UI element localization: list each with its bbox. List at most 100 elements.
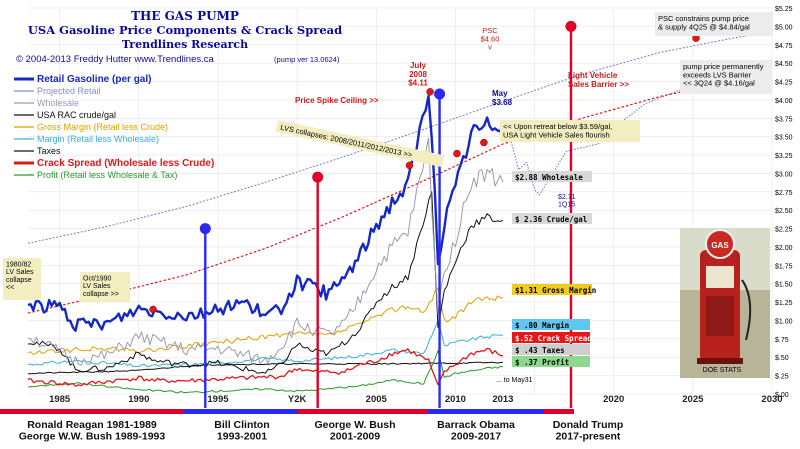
annotation-price-spike: Price Spike Ceiling >> [295, 96, 379, 105]
key-point-marker [405, 161, 414, 170]
annotation-text: << Upon retreat below $3.59/gal, USA Ligh… [503, 122, 612, 139]
president-label: Barrack Obama 2009-2017 [437, 419, 515, 443]
legend-label: Taxes [37, 146, 61, 156]
value-label-box [512, 319, 590, 330]
x-tick-label: Y2K [288, 394, 307, 405]
annotation-text: pump price permanently exceeds LVS Barrie… [683, 62, 764, 88]
value-label-box [512, 171, 592, 182]
y-tick-label: $4.75 [775, 43, 793, 50]
series-profit [27, 350, 503, 394]
x-tick-label: 2013 [492, 394, 513, 405]
pump-gas-sign: GAS [711, 241, 729, 250]
legend-label: Wholesale [37, 98, 79, 108]
y-tick-label: $.50 [775, 355, 789, 362]
y-tick-label: $3.00 [775, 171, 793, 178]
x-tick-label: 2005 [366, 394, 388, 405]
annotation-box [655, 12, 773, 36]
legend-label: Projected Retail [37, 86, 101, 96]
value-label-text: $ .37 Profit [515, 358, 569, 367]
x-tick-label: 1995 [207, 394, 229, 405]
value-label-text: $1.31 Gross Margin [515, 286, 596, 295]
president-term-marker [434, 88, 446, 100]
y-tick-label: $.25 [775, 374, 789, 381]
annotation-lvs-barrier: Light Vehicle Sales Barrier >> [568, 71, 629, 89]
president-band [544, 409, 574, 414]
gas-pump-photo [680, 228, 770, 378]
y-tick-label: $1.75 [775, 263, 793, 270]
annotation-text: PSC constrains pump price & supply 4Q25 @… [658, 14, 750, 31]
pump-base [697, 358, 743, 364]
chart-subtitle: USA Gasoline Price Components & Crack Sp… [28, 23, 342, 37]
legend-label: USA RAC crude/gal [37, 110, 116, 120]
president-band [0, 409, 184, 414]
series-wholesale [27, 137, 504, 366]
x-tick-label: 2025 [682, 394, 704, 405]
president-band [184, 409, 298, 414]
pump-dial [706, 266, 734, 288]
x-tick-label: 2030 [761, 394, 782, 405]
y-tick-label: $4.25 [775, 80, 793, 87]
pump-globe [705, 229, 735, 259]
series-crude [27, 191, 504, 374]
series-gross-margin [27, 287, 503, 356]
legend-label: Margin (Retail less Wholesale) [37, 134, 159, 144]
value-label-text: $.52 Crack Spread [515, 334, 592, 343]
legend-label: Profit (Retail less Wholesale & Tax) [37, 170, 177, 180]
y-tick-label: $5.25 [775, 6, 793, 13]
y-tick-label: $4.00 [775, 98, 793, 105]
y-tick-label: $1.00 [775, 318, 793, 325]
value-label-box [512, 332, 590, 343]
president-term-marker [565, 20, 577, 32]
y-tick-label: $1.25 [775, 300, 793, 307]
annotation-july-2008: July 2008 $4.11 [408, 61, 428, 88]
annotation-box [80, 272, 130, 302]
annotation-box [680, 60, 772, 94]
series-margin [27, 320, 503, 368]
legend-label: Gross Margin (Retail less Crude) [37, 122, 168, 132]
y-tick-label: $3.50 [775, 135, 793, 142]
x-tick-label: 1985 [49, 394, 71, 405]
y-tick-label: $5.00 [775, 24, 793, 31]
key-point-marker [426, 88, 434, 96]
annotation-dip-2015: $2.71 1Q15 [558, 194, 576, 209]
annotation-box [500, 120, 640, 142]
president-label: Donald Trump 2017-present [553, 419, 624, 443]
x-tick-label: 1990 [128, 394, 149, 405]
president-band [428, 409, 544, 414]
chart-org: Trendlines Research [122, 38, 248, 51]
series-retail [27, 94, 505, 332]
value-label-text: $2.88 Wholesale [515, 173, 583, 182]
y-tick-label: $3.75 [775, 116, 793, 123]
y-tick-label: $.75 [775, 337, 789, 344]
annotation-text: 1980/82 LV Sales collapse << [6, 262, 34, 292]
annotation-box [3, 258, 41, 300]
key-point-marker [480, 138, 488, 147]
value-label-box [512, 284, 592, 295]
value-label-box [512, 213, 592, 224]
annotation-to-may: ... to May31 [496, 377, 533, 384]
series-taxes [27, 361, 503, 375]
series-crack [27, 347, 503, 387]
value-label-box [512, 356, 590, 367]
value-label-box [512, 344, 590, 355]
president-term-marker [199, 223, 211, 235]
y-tick-label: $4.50 [775, 61, 793, 68]
series-projected-retail [27, 31, 773, 244]
pump-hose [741, 279, 752, 341]
chart-title: THE GAS PUMP [131, 9, 239, 23]
y-tick-label: $1.50 [775, 282, 793, 289]
value-label-text: $ .80 Margin [515, 321, 569, 330]
y-tick-label: $.00 [775, 392, 789, 399]
y-tick-label: $2.25 [775, 227, 793, 234]
x-tick-label: 2010 [445, 394, 466, 405]
pump-panel [706, 296, 734, 336]
x-tick-label: 2020 [603, 394, 624, 405]
y-tick-label: $2.00 [775, 245, 793, 252]
annotation-box [275, 119, 445, 168]
key-point-marker [453, 149, 461, 158]
president-label: Ronald Reagan 1981-1989 George W.W. Bush … [19, 419, 166, 443]
y-tick-label: $2.50 [775, 208, 793, 215]
